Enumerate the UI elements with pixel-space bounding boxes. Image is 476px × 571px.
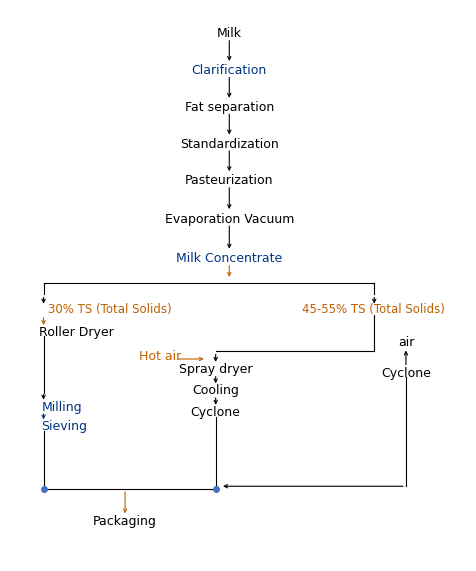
Text: Evaporation Vacuum: Evaporation Vacuum — [165, 213, 294, 226]
Text: Cyclone: Cyclone — [381, 367, 431, 380]
Text: Milling: Milling — [41, 401, 82, 413]
Text: Milk: Milk — [217, 27, 242, 41]
Text: air: air — [398, 336, 414, 348]
Text: Milk Concentrate: Milk Concentrate — [176, 252, 282, 265]
Text: Cyclone: Cyclone — [191, 405, 241, 419]
Text: Sieving: Sieving — [41, 420, 87, 433]
Text: 45-55% TS (Total Solids): 45-55% TS (Total Solids) — [302, 303, 445, 316]
Text: Clarification: Clarification — [192, 64, 267, 77]
Text: Spray dryer: Spray dryer — [179, 363, 252, 376]
Text: 30% TS (Total Solids): 30% TS (Total Solids) — [48, 303, 172, 316]
Text: Pasteurization: Pasteurization — [185, 174, 274, 187]
Text: Roller Dryer: Roller Dryer — [39, 326, 114, 339]
Text: Hot air: Hot air — [139, 349, 181, 363]
Text: Cooling: Cooling — [192, 384, 239, 397]
Text: Standardization: Standardization — [180, 138, 278, 151]
Text: Packaging: Packaging — [93, 515, 157, 528]
Text: Fat separation: Fat separation — [185, 101, 274, 114]
